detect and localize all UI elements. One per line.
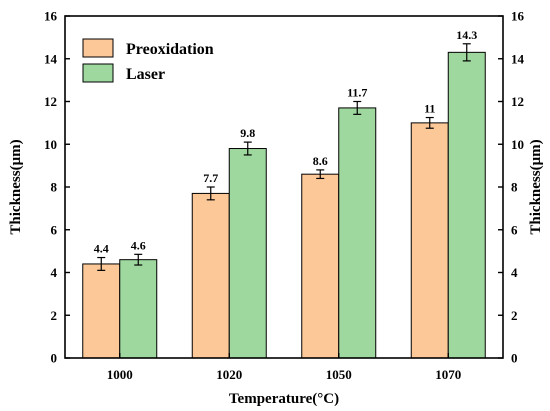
bar-value-label-preoxidation-1020: 7.7: [203, 171, 218, 185]
bar-value-label-preoxidation-1050: 8.6: [313, 154, 328, 168]
y-tick-label-right-4: 8: [511, 180, 518, 195]
y-axis-title-right: Thickness(μm): [528, 139, 544, 234]
errorbars-layer: [97, 43, 471, 271]
bar-value-label-laser-1050: 11.7: [347, 86, 367, 100]
bar-value-label-preoxidation-1000: 4.4: [94, 242, 109, 256]
x-tick-label-1070: 1070: [435, 367, 461, 382]
bar-value-label-laser-1070: 14.3: [456, 28, 477, 42]
y-tick-label-left-6: 12: [44, 94, 57, 109]
y-tick-label-left-3: 6: [51, 222, 58, 237]
bar-value-label-laser-1020: 9.8: [240, 126, 255, 140]
y-tick-label-left-7: 14: [44, 51, 58, 66]
y-tick-label-left-5: 10: [44, 137, 57, 152]
bars-layer: [82, 51, 486, 359]
x-tick-label-1000: 1000: [107, 367, 133, 382]
x-tick-label-1020: 1020: [216, 367, 242, 382]
bar-preoxidation-1000: [82, 263, 121, 359]
y-tick-label-right-6: 12: [511, 94, 524, 109]
y-tick-label-left-1: 2: [51, 308, 58, 323]
legend-swatch-laser: [82, 63, 114, 83]
y-tick-label-right-1: 2: [511, 308, 518, 323]
y-tick-label-right-0: 0: [511, 351, 518, 366]
bar-preoxidation-1050: [301, 173, 340, 359]
y-tick-label-left-0: 0: [51, 351, 58, 366]
y-tick-label-left-2: 4: [51, 265, 58, 280]
y-tick-label-right-2: 4: [511, 265, 518, 280]
y-tick-label-right-3: 6: [511, 222, 518, 237]
bar-laser-1070: [447, 51, 486, 359]
y-tick-label-left-4: 8: [51, 180, 58, 195]
bar-laser-1000: [119, 259, 158, 359]
y-tick-label-right-5: 10: [511, 137, 524, 152]
bar-laser-1050: [338, 107, 377, 359]
legend-label-laser: Laser: [126, 66, 165, 83]
y-tick-label-right-8: 16: [511, 9, 525, 24]
bar-preoxidation-1070: [410, 122, 449, 359]
x-axis-title: Temperature(°C): [229, 391, 339, 407]
y-axis-title-left: Thickness(μm): [8, 139, 24, 234]
bar-labels-layer: 4.4 7.7 8.6 11 4.6 9.8 11.7 14.3: [94, 28, 478, 256]
bar-value-label-laser-1000: 4.6: [131, 238, 146, 252]
y-tick-label-left-8: 16: [44, 9, 58, 24]
y-tick-label-right-7: 14: [511, 51, 525, 66]
bar-value-label-preoxidation-1070: 11: [424, 102, 435, 116]
axes-layer: 0 0 2 2 4 4 6 6 8 8 10 10 12 12 14 14 16 16 1000 1020 1050 10…: [44, 9, 525, 383]
legend-label-preoxidation: Preoxidation: [126, 41, 214, 58]
legend: Preoxidation Laser: [82, 38, 214, 83]
legend-swatch-preoxidation: [82, 38, 114, 58]
bar-laser-1020: [228, 148, 267, 359]
x-tick-label-1050: 1050: [326, 367, 352, 382]
bar-preoxidation-1020: [191, 192, 230, 359]
